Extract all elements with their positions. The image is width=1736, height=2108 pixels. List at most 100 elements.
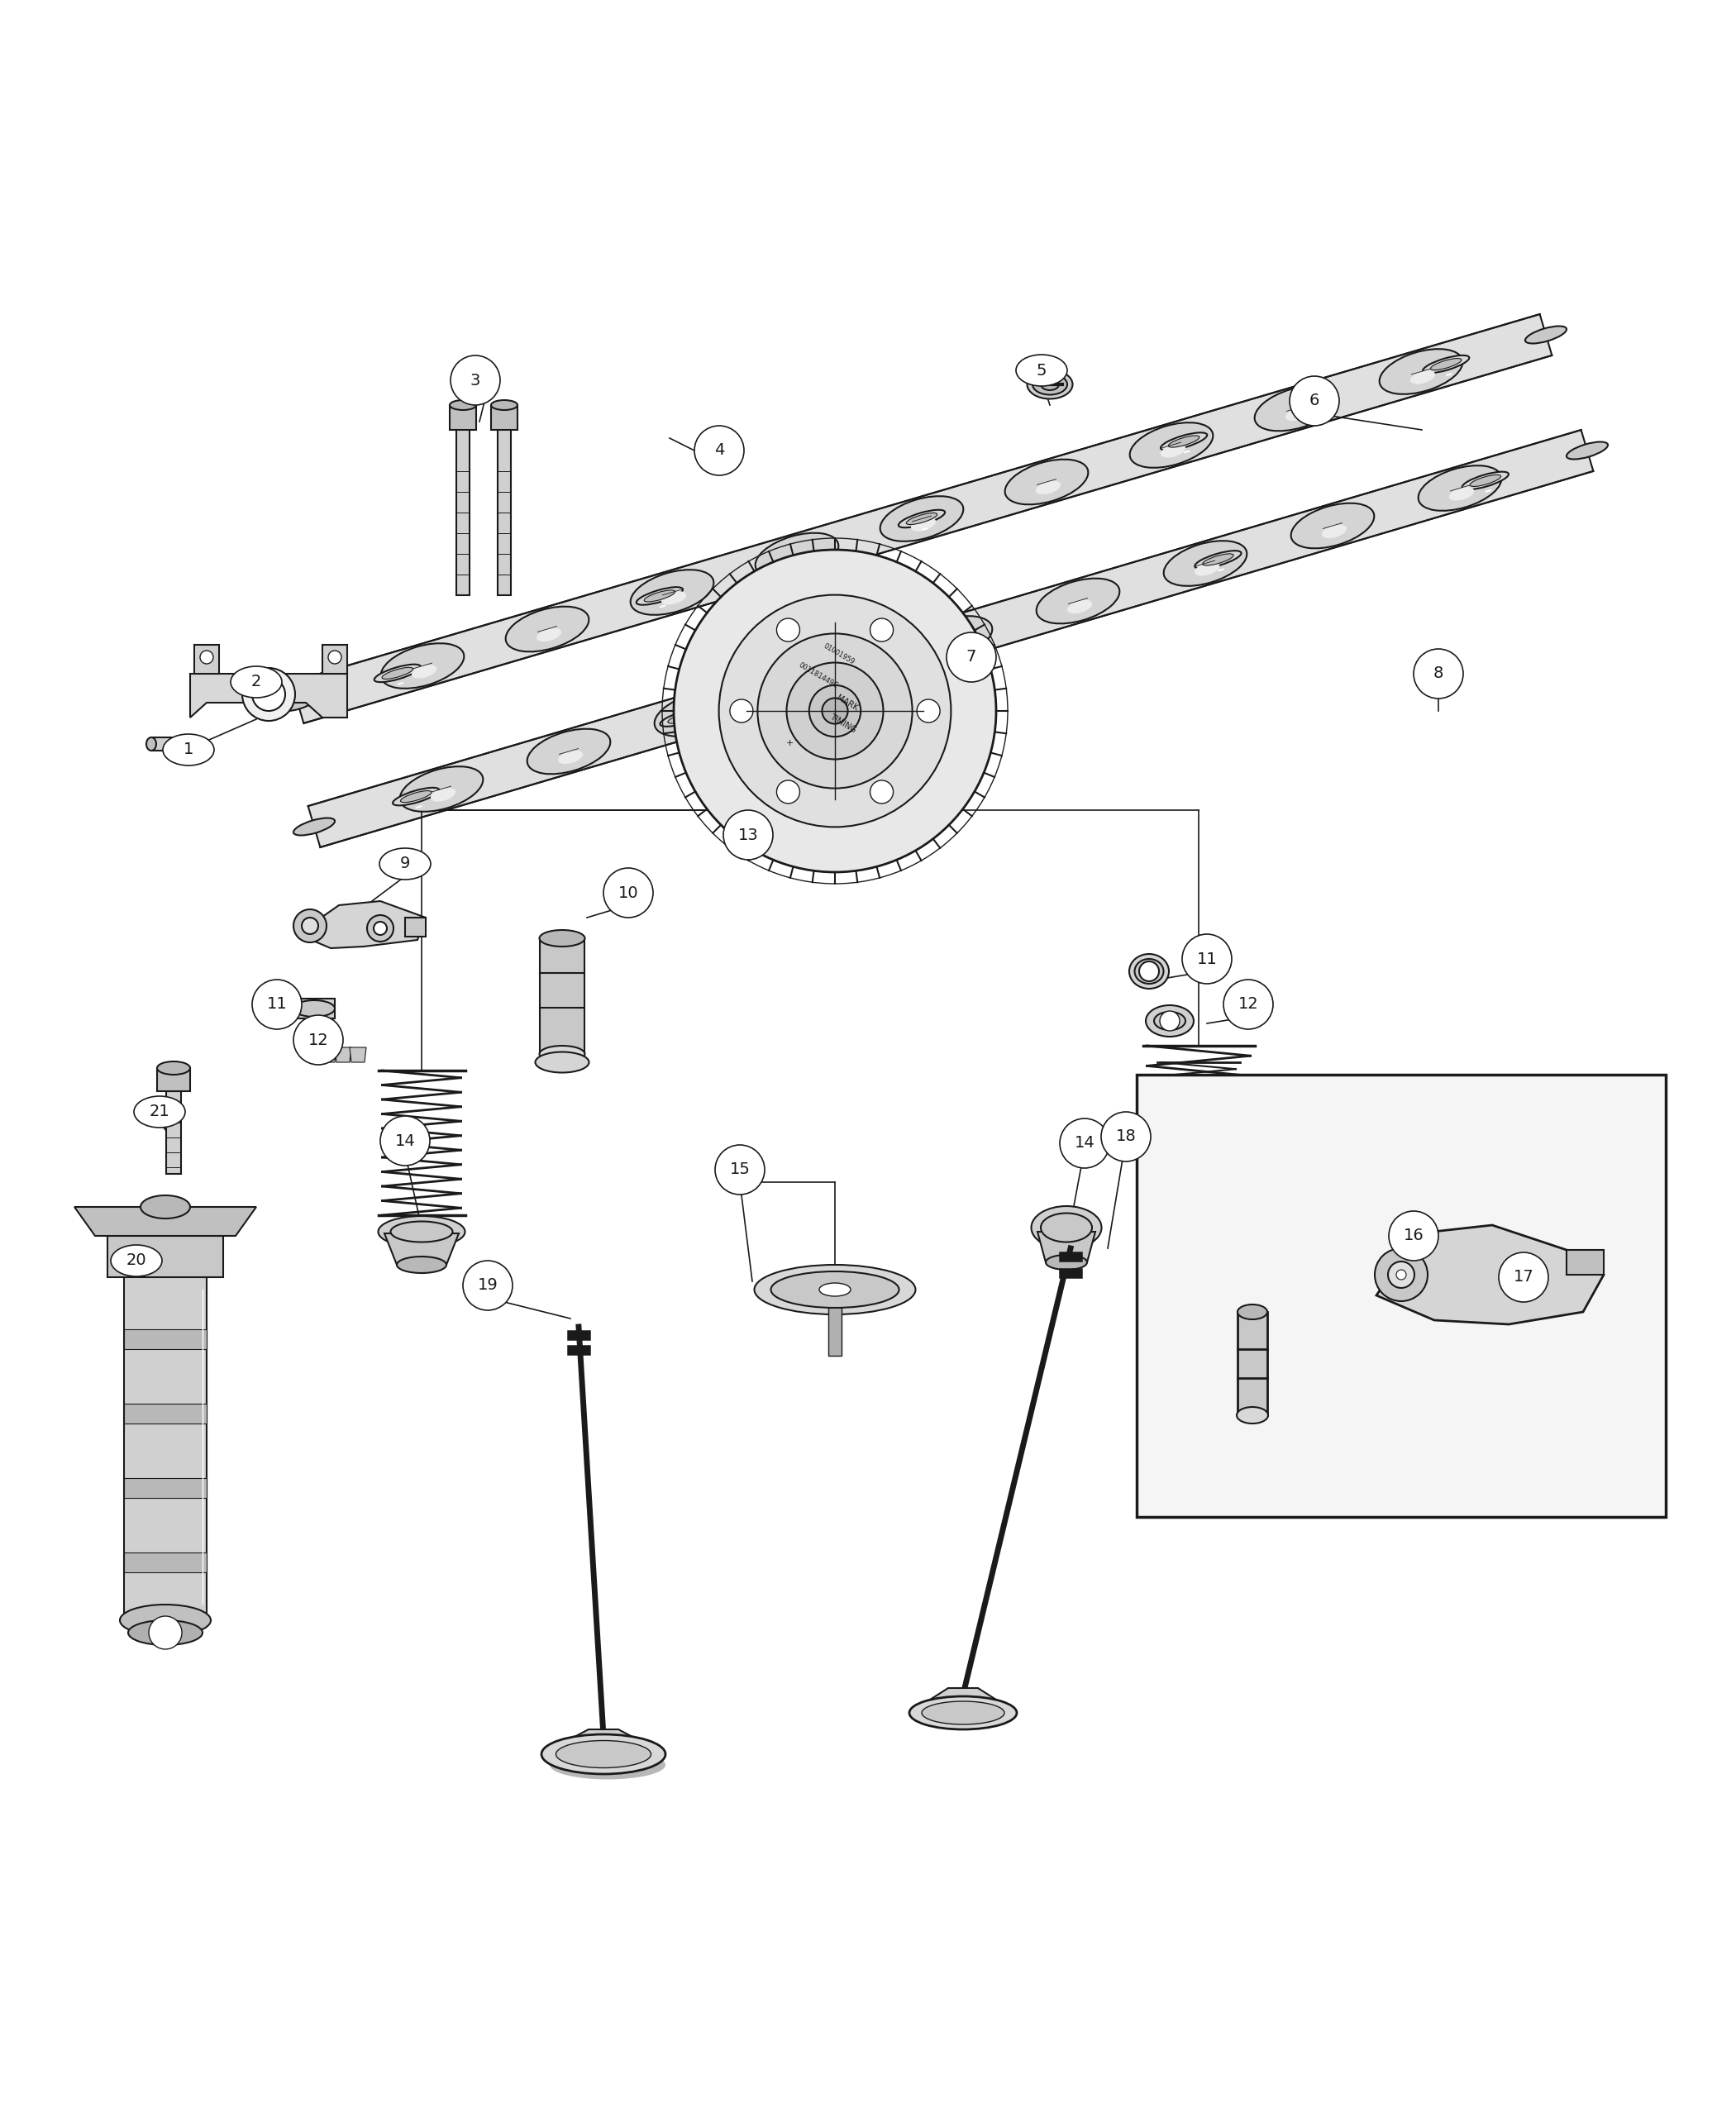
Polygon shape [108, 1235, 224, 1277]
Ellipse shape [1016, 354, 1068, 386]
Ellipse shape [1033, 373, 1068, 394]
Ellipse shape [156, 1062, 191, 1075]
Polygon shape [194, 645, 219, 675]
Ellipse shape [786, 554, 811, 567]
Text: 11: 11 [267, 997, 286, 1012]
Ellipse shape [398, 1256, 446, 1273]
Ellipse shape [771, 1271, 899, 1307]
Ellipse shape [378, 1216, 465, 1248]
Polygon shape [349, 1048, 366, 1062]
Ellipse shape [1380, 350, 1463, 394]
Ellipse shape [755, 533, 838, 578]
Polygon shape [123, 1404, 207, 1423]
Ellipse shape [528, 729, 611, 774]
Ellipse shape [634, 573, 712, 613]
Ellipse shape [278, 694, 318, 710]
Ellipse shape [382, 668, 413, 679]
Circle shape [243, 668, 295, 721]
Circle shape [870, 780, 894, 803]
Circle shape [604, 868, 653, 917]
Ellipse shape [911, 519, 936, 531]
Ellipse shape [1486, 1292, 1522, 1311]
Polygon shape [123, 1330, 207, 1349]
Ellipse shape [812, 675, 837, 689]
Circle shape [823, 698, 847, 723]
Ellipse shape [1566, 443, 1608, 460]
Ellipse shape [1380, 1212, 1397, 1218]
Ellipse shape [450, 401, 476, 411]
Circle shape [1139, 961, 1160, 980]
Circle shape [724, 809, 773, 860]
Ellipse shape [899, 510, 944, 527]
Polygon shape [151, 738, 203, 750]
Text: 5: 5 [1036, 363, 1047, 377]
Ellipse shape [1163, 542, 1246, 586]
Polygon shape [828, 1305, 842, 1355]
Ellipse shape [431, 788, 455, 801]
Ellipse shape [1036, 481, 1061, 495]
Circle shape [786, 662, 884, 759]
Circle shape [719, 594, 951, 826]
Polygon shape [404, 917, 425, 936]
Circle shape [946, 632, 996, 683]
Ellipse shape [198, 738, 208, 750]
Ellipse shape [401, 790, 432, 803]
Ellipse shape [1068, 601, 1092, 613]
Ellipse shape [399, 767, 483, 812]
Ellipse shape [293, 818, 335, 835]
Ellipse shape [1424, 356, 1469, 373]
Ellipse shape [134, 1096, 186, 1128]
Circle shape [464, 1261, 512, 1311]
Ellipse shape [819, 1284, 851, 1296]
Ellipse shape [1005, 460, 1088, 504]
Polygon shape [319, 1048, 337, 1062]
Ellipse shape [1128, 955, 1168, 989]
Text: 8: 8 [1434, 666, 1444, 681]
Ellipse shape [1161, 445, 1186, 457]
Ellipse shape [380, 643, 464, 689]
Text: TIMING: TIMING [828, 713, 858, 736]
Text: 21: 21 [149, 1105, 170, 1119]
Ellipse shape [1526, 327, 1566, 344]
Ellipse shape [550, 1750, 665, 1779]
Text: 2: 2 [252, 675, 262, 689]
Circle shape [1290, 375, 1338, 426]
Ellipse shape [1038, 582, 1118, 622]
Ellipse shape [922, 1701, 1005, 1724]
Text: 3: 3 [470, 373, 481, 388]
Ellipse shape [536, 628, 561, 641]
Circle shape [1396, 1269, 1406, 1280]
Ellipse shape [391, 1221, 453, 1242]
Text: 9: 9 [399, 856, 410, 873]
Ellipse shape [660, 708, 707, 727]
Ellipse shape [1167, 546, 1245, 584]
Ellipse shape [1194, 563, 1219, 575]
Ellipse shape [1255, 386, 1338, 430]
Ellipse shape [509, 611, 587, 651]
Ellipse shape [1132, 428, 1212, 466]
Ellipse shape [540, 930, 585, 946]
Text: 19: 19 [477, 1277, 498, 1294]
Ellipse shape [1293, 508, 1373, 548]
Polygon shape [75, 1208, 257, 1235]
Text: 1: 1 [184, 742, 194, 757]
Polygon shape [542, 1729, 665, 1754]
Ellipse shape [1470, 474, 1502, 487]
Text: 13: 13 [738, 826, 759, 843]
Ellipse shape [656, 696, 736, 736]
Ellipse shape [111, 1246, 161, 1275]
Polygon shape [450, 405, 476, 430]
Ellipse shape [491, 401, 517, 411]
Circle shape [776, 618, 800, 641]
Text: 15: 15 [729, 1162, 750, 1178]
Circle shape [1512, 1271, 1529, 1288]
Polygon shape [123, 1551, 207, 1573]
Ellipse shape [630, 569, 713, 616]
Ellipse shape [1236, 1406, 1267, 1423]
Polygon shape [1554, 1334, 1571, 1368]
Polygon shape [498, 422, 510, 594]
Circle shape [1389, 1212, 1439, 1261]
Circle shape [293, 909, 326, 942]
Polygon shape [1238, 1311, 1267, 1414]
Ellipse shape [542, 1735, 665, 1775]
